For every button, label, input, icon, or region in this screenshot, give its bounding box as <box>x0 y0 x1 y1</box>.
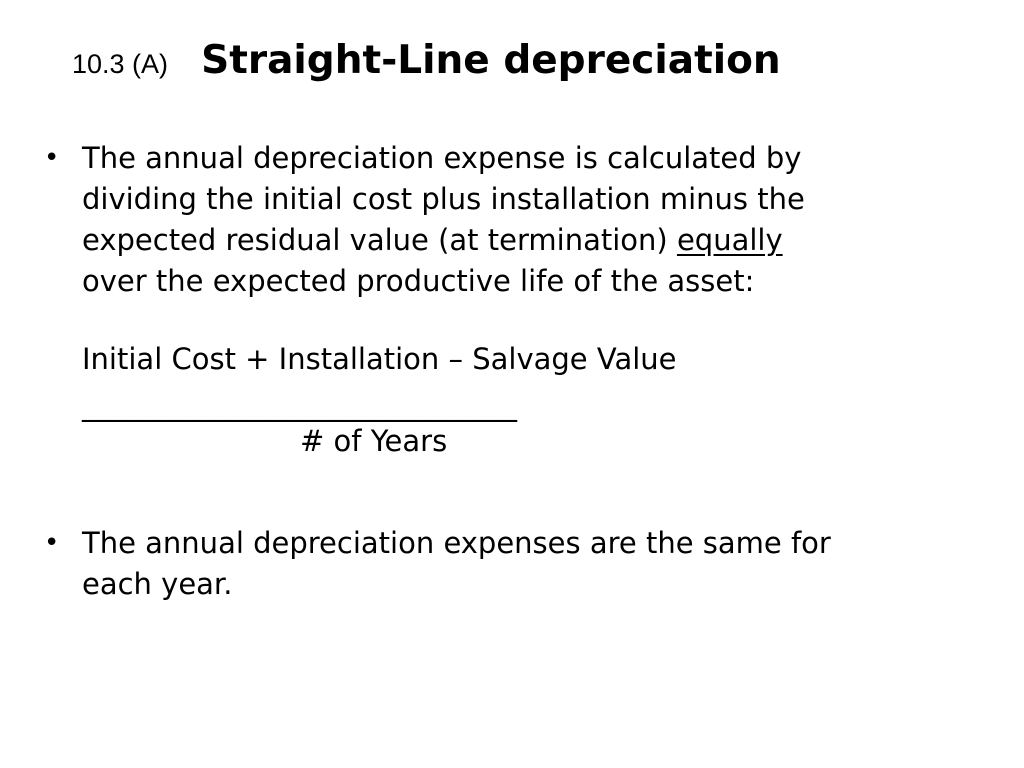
section-number: 10.3 (A) <box>72 49 169 79</box>
bullet-line-with-emphasis: expected residual value (at termination)… <box>82 220 982 261</box>
bullet-line: over the expected productive life of the… <box>82 264 755 298</box>
formula-fraction-bar: ______________________________ <box>82 388 517 422</box>
page-title: Straight-Line depreciation <box>201 38 781 83</box>
bullet-text: The annual depreciation expense is calcu… <box>82 138 982 302</box>
emphasis-word: equally <box>676 223 783 257</box>
formula-numerator: Initial Cost + Installation – Salvage Va… <box>82 342 677 376</box>
formula-denominator: # of Years <box>300 424 448 458</box>
bullet-marker: • <box>44 528 60 558</box>
bullet-text: The annual depreciation expenses are the… <box>82 523 982 605</box>
bullet-marker: • <box>44 143 60 173</box>
bullet-line: each year. <box>82 567 233 601</box>
bullet-line: The annual depreciation expense is calcu… <box>82 141 802 175</box>
bullet-line: The annual depreciation expenses are the… <box>82 526 831 560</box>
bullet-line: expected residual value (at termination) <box>82 223 677 257</box>
bullet-line: dividing the initial cost plus installat… <box>82 182 805 216</box>
slide-title: 10.3 (A) Straight-Line depreciation <box>72 38 781 83</box>
